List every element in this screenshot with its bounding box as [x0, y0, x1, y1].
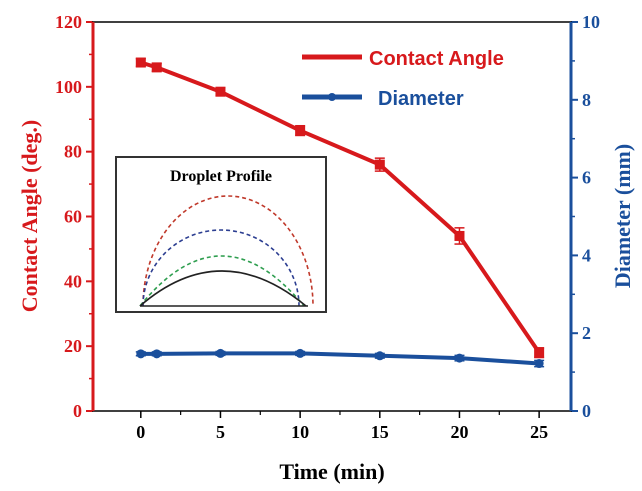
legend-label-contact-angle: Contact Angle — [369, 48, 504, 70]
contact-angle-point — [295, 125, 306, 136]
x-tick-label: 10 — [291, 422, 309, 442]
diameter-point — [152, 349, 162, 359]
x-tick-label: 20 — [450, 422, 468, 442]
inset-profile-curve-3 — [139, 255, 305, 307]
contact-angle-point — [374, 159, 385, 170]
x-axis-title: Time (min) — [279, 459, 384, 484]
left-axis-title: Contact Angle (deg.) — [17, 120, 42, 312]
x-tick-label: 5 — [216, 422, 225, 442]
contact-angle-point — [215, 86, 226, 97]
diameter-point — [215, 348, 225, 358]
left-tick-label: 20 — [64, 336, 82, 356]
left-tick-label: 60 — [64, 207, 82, 227]
right-tick-label: 4 — [582, 245, 591, 265]
right-tick-label: 6 — [582, 168, 591, 188]
contact-angle-point — [135, 57, 146, 68]
right-tick-label: 2 — [582, 323, 591, 343]
left-tick-label: 100 — [55, 77, 82, 97]
contact-angle-point — [151, 62, 162, 73]
diameter-point — [454, 353, 464, 363]
x-tick-label: 25 — [530, 422, 548, 442]
contact-angle-point — [454, 230, 465, 241]
left-tick-label: 80 — [64, 142, 82, 162]
diameter-point — [375, 351, 385, 361]
inset-profile-curve-2 — [142, 229, 300, 307]
inset-frame — [115, 156, 327, 313]
x-tick-label: 15 — [371, 422, 389, 442]
legend-marker-diameter — [328, 93, 336, 101]
right-tick-label: 8 — [582, 90, 591, 110]
x-tick-label: 0 — [136, 422, 145, 442]
legend: Contact Angle Diameter — [302, 48, 504, 110]
right-axis-title: Diameter (mm) — [610, 144, 635, 288]
contact-angle-point — [534, 347, 545, 358]
inset-profile-curve-1 — [142, 195, 314, 307]
left-tick-label: 0 — [73, 401, 82, 421]
legend-label-diameter: Diameter — [378, 88, 464, 110]
diameter-line — [140, 351, 540, 366]
inset-title: Droplet Profile — [170, 168, 272, 185]
diameter-point — [534, 359, 544, 369]
right-tick-label: 0 — [582, 401, 591, 421]
inset-droplet-profile: Droplet Profile — [115, 156, 327, 313]
inset-profile-curve-4 — [139, 270, 307, 307]
left-tick-label: 40 — [64, 271, 82, 291]
left-tick-label: 120 — [55, 12, 82, 32]
diameter-point — [136, 349, 146, 359]
right-tick-label: 10 — [582, 12, 600, 32]
diameter-point — [295, 348, 305, 358]
